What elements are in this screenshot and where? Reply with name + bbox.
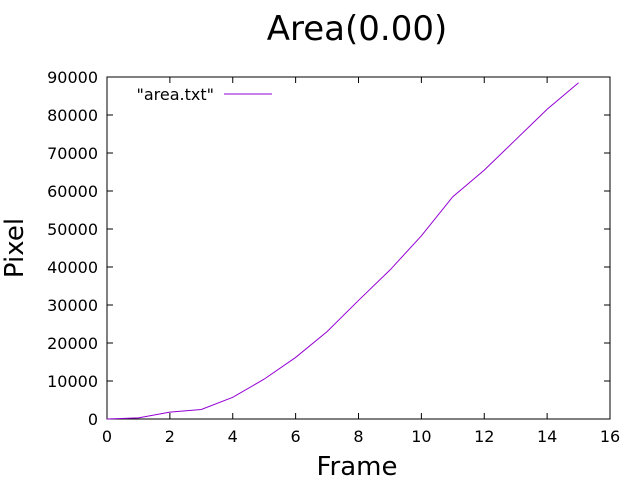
x-tick-label: 10: [411, 427, 431, 446]
y-tick-label: 30000: [47, 296, 98, 315]
x-tick-label: 2: [165, 427, 175, 446]
y-tick-label: 20000: [47, 334, 98, 353]
x-axis-ticks: 0 2 4 6 8 10 12 14 16: [102, 77, 620, 446]
y-tick-label: 40000: [47, 258, 98, 277]
y-axis-ticks: 0 10000 20000 30000 40000 50000 60000 70000 8000…: [47, 68, 610, 429]
y-tick-label: 80000: [47, 106, 98, 125]
x-axis-label: Frame: [316, 452, 397, 480]
y-tick-label: 70000: [47, 144, 98, 163]
series-line-0: [106, 82, 579, 420]
x-tick-label: 16: [600, 427, 620, 446]
x-tick-label: 6: [291, 427, 301, 446]
y-tick-label: 50000: [47, 220, 98, 239]
x-tick-label: 4: [228, 427, 238, 446]
legend-label: "area.txt": [137, 85, 215, 104]
x-tick-label: 0: [102, 427, 112, 446]
x-tick-label: 12: [474, 427, 494, 446]
y-tick-label: 60000: [47, 182, 98, 201]
y-tick-label: 0: [88, 410, 98, 429]
plot-frame: [106, 76, 611, 420]
x-tick-label: 14: [537, 427, 557, 446]
y-tick-label: 90000: [47, 68, 98, 87]
x-tick-label: 8: [353, 427, 363, 446]
chart-title: Area(0.00): [267, 9, 447, 49]
legend: "area.txt": [137, 85, 272, 104]
y-tick-label: 10000: [47, 372, 98, 391]
series-lines: [106, 82, 579, 420]
y-axis-label: Pixel: [0, 218, 30, 278]
